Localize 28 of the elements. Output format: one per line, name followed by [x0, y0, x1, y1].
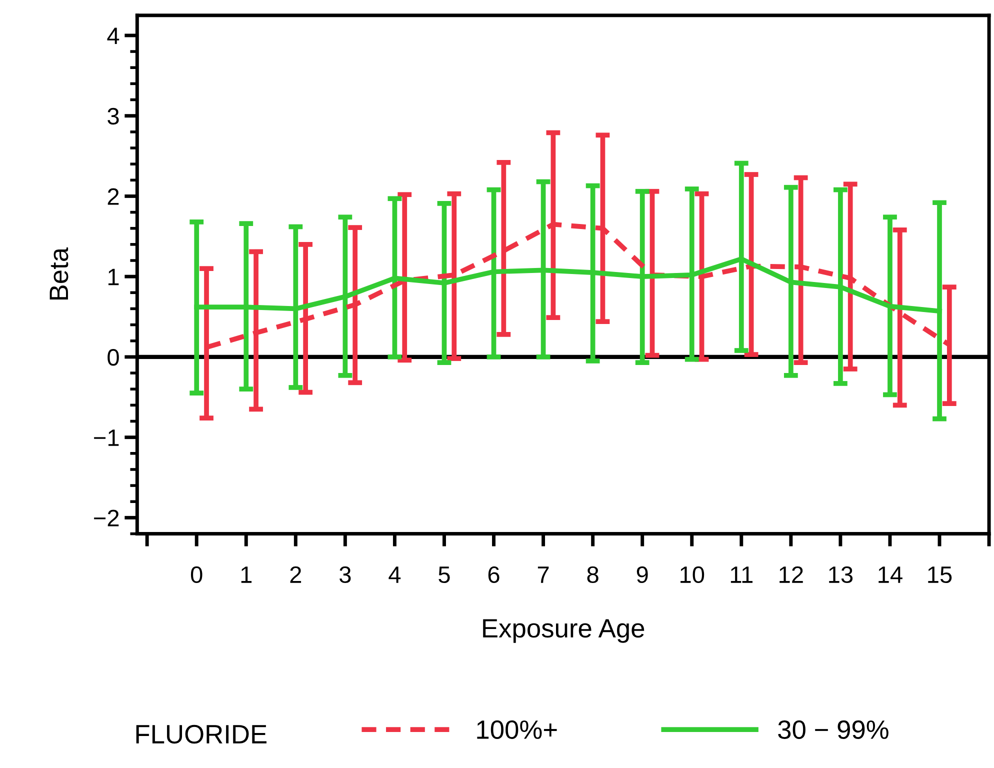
y-tick-label: 0	[108, 349, 119, 366]
legend-label: 30 − 99%	[778, 720, 888, 740]
y-tick-label: 4	[107, 28, 120, 44]
x-tick-label: 3	[340, 566, 351, 584]
y-tick-label: −1	[94, 430, 119, 446]
x-tick-label: 1	[241, 566, 252, 583]
x-tick-label: 0	[190, 566, 202, 584]
y-tick-label: 1	[108, 268, 119, 286]
x-tick-label: 4	[388, 566, 401, 583]
legend-title: FLUORIDE	[136, 724, 266, 744]
legend-label: 100%+	[477, 720, 557, 740]
x-axis-title: Exposure Age	[483, 619, 644, 643]
x-tick-label: 9	[636, 566, 648, 584]
x-tick-label: 14	[878, 566, 902, 583]
x-tick-label: 12	[780, 566, 803, 583]
x-tick-label: 13	[829, 566, 853, 584]
y-axis-title: Beta	[50, 247, 68, 300]
x-tick-label: 10	[680, 566, 704, 584]
x-tick-label: 7	[538, 566, 549, 583]
x-tick-label: 11	[730, 566, 753, 583]
y-tick-label: 3	[108, 108, 119, 125]
x-tick-label: 8	[587, 566, 598, 584]
x-tick-label: 6	[488, 566, 500, 584]
y-tick-label: 2	[108, 188, 119, 205]
y-tick-label: −2	[94, 510, 119, 526]
x-tick-label: 15	[928, 566, 952, 584]
x-tick-label: 5	[438, 566, 450, 584]
x-tick-label: 2	[290, 566, 302, 583]
